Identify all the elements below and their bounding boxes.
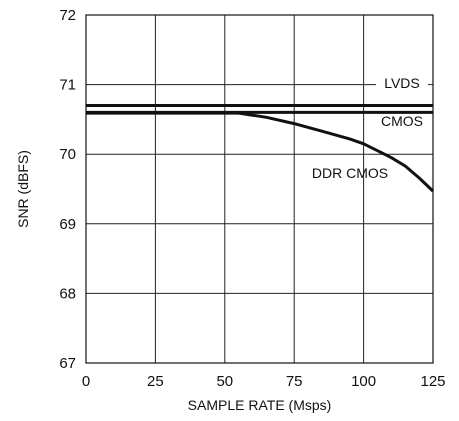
x-tick-label: 25 <box>147 373 164 390</box>
x-tick-label: 0 <box>82 373 90 390</box>
x-axis-ticks: 0 25 50 75 100 125 <box>82 373 446 390</box>
y-tick-label: 68 <box>59 285 76 302</box>
series-label-lvds: LVDS <box>384 75 420 91</box>
y-axis-ticks: 67 68 69 70 71 72 <box>59 7 76 372</box>
series-label-ddr-cmos: DDR CMOS <box>312 165 388 181</box>
x-axis-title: SAMPLE RATE (Msps) <box>188 397 332 413</box>
y-tick-label: 69 <box>59 216 76 233</box>
x-tick-label: 125 <box>420 373 445 390</box>
x-tick-label: 75 <box>286 373 303 390</box>
grid <box>85 14 434 364</box>
y-tick-label: 70 <box>59 146 76 163</box>
y-axis-title: SNR (dBFS) <box>15 150 31 228</box>
y-tick-label: 71 <box>59 77 76 94</box>
series-label-cmos: CMOS <box>381 113 423 129</box>
series-label-lvds-bg <box>376 74 428 92</box>
x-tick-label: 50 <box>216 373 233 390</box>
series <box>86 104 435 193</box>
plot-area-frame <box>85 14 434 364</box>
series-labels: LVDS CMOS DDR CMOS <box>312 74 428 181</box>
y-tick-label: 72 <box>59 7 76 24</box>
x-tick-label: 100 <box>351 373 376 390</box>
series-line-ddr-cmos <box>86 111 435 193</box>
y-tick-label: 67 <box>59 355 76 372</box>
